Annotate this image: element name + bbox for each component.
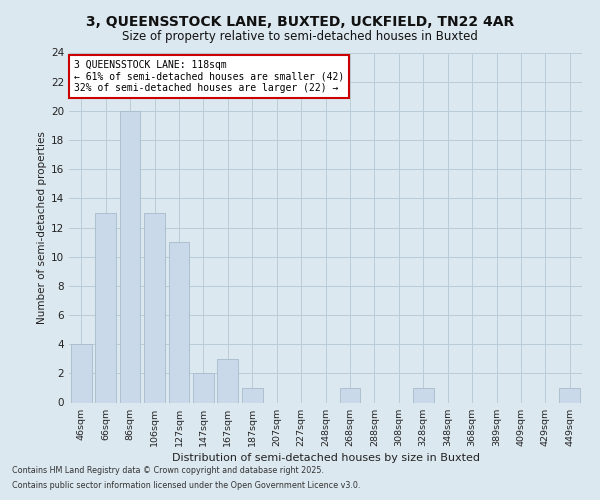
Bar <box>242 388 263 402</box>
Text: Contains public sector information licensed under the Open Government Licence v3: Contains public sector information licen… <box>12 481 361 490</box>
Bar <box>193 374 214 402</box>
Text: Contains HM Land Registry data © Crown copyright and database right 2025.: Contains HM Land Registry data © Crown c… <box>12 466 324 475</box>
Bar <box>413 388 434 402</box>
Text: 3 QUEENSSTOCK LANE: 118sqm
← 61% of semi-detached houses are smaller (42)
32% of: 3 QUEENSSTOCK LANE: 118sqm ← 61% of semi… <box>74 60 344 92</box>
Bar <box>144 213 165 402</box>
Text: 3, QUEENSSTOCK LANE, BUXTED, UCKFIELD, TN22 4AR: 3, QUEENSSTOCK LANE, BUXTED, UCKFIELD, T… <box>86 15 514 29</box>
Bar <box>71 344 92 403</box>
X-axis label: Distribution of semi-detached houses by size in Buxted: Distribution of semi-detached houses by … <box>172 452 479 462</box>
Bar <box>217 359 238 403</box>
Bar <box>119 111 140 403</box>
Bar <box>340 388 361 402</box>
Bar <box>169 242 190 402</box>
Text: Size of property relative to semi-detached houses in Buxted: Size of property relative to semi-detach… <box>122 30 478 43</box>
Y-axis label: Number of semi-detached properties: Number of semi-detached properties <box>37 131 47 324</box>
Bar <box>95 213 116 402</box>
Bar <box>559 388 580 402</box>
